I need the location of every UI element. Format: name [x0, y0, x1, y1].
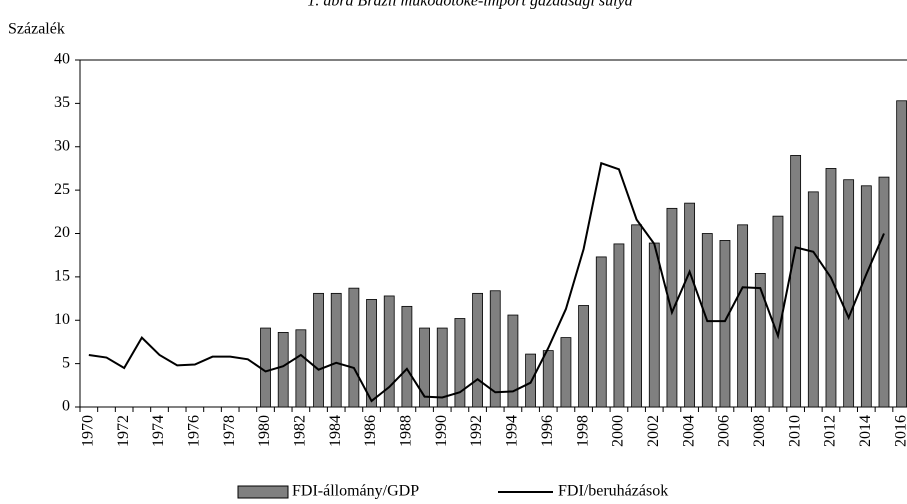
x-tick-label: 2004: [680, 415, 697, 447]
bar: [754, 273, 766, 408]
bar: [719, 240, 731, 408]
x-tick-label: 1978: [221, 415, 238, 447]
bar: [843, 179, 855, 408]
x-tick-label: 2014: [857, 415, 874, 447]
x-tick-label: 1998: [574, 415, 591, 447]
bar: [436, 327, 448, 408]
x-tick-label: 1982: [292, 415, 309, 447]
bar: [684, 202, 696, 408]
y-tick-label: 30: [54, 137, 70, 154]
chart-title: 1. ábra Brazil működőtőke-import gazdasá…: [307, 0, 632, 10]
x-tick-label: 1988: [398, 415, 415, 447]
x-tick-label: 1994: [504, 415, 521, 447]
line: [88, 161, 885, 403]
x-tick-label: 1970: [80, 415, 97, 447]
x-tick-label: 1992: [468, 415, 485, 447]
bar: [790, 155, 802, 408]
bar: [860, 185, 872, 408]
bar: [489, 290, 501, 408]
bar: [896, 100, 907, 408]
y-axis-label: Százalék: [8, 21, 65, 38]
bar: [560, 337, 572, 408]
bar: [348, 287, 360, 408]
x-tick-label: 2008: [751, 415, 768, 447]
y-tick-label: 10: [54, 311, 70, 328]
bar: [578, 305, 589, 408]
bar: [260, 327, 271, 408]
x-tick-label: 1984: [327, 415, 344, 447]
x-tick-label: 2010: [786, 415, 803, 447]
x-tick-label: 2016: [892, 415, 907, 447]
x-tick-label: 1986: [362, 415, 379, 447]
y-tick-label: 35: [54, 94, 70, 111]
y-tick-label: 25: [54, 181, 70, 198]
bar: [648, 242, 660, 408]
y-tick-label: 0: [62, 398, 70, 415]
bar: [807, 191, 819, 408]
bar: [313, 292, 324, 408]
bar: [507, 314, 519, 408]
bar: [330, 292, 342, 408]
bar: [383, 295, 395, 408]
y-tick-label: 5: [62, 354, 70, 371]
y-tick-label: 15: [54, 268, 70, 285]
bar: [401, 305, 413, 408]
y-tick-label: 20: [54, 224, 70, 241]
bar: [595, 256, 607, 408]
bar: [666, 207, 678, 408]
x-tick-label: 1980: [256, 415, 273, 447]
x-tick-label: 1972: [115, 415, 132, 447]
bar: [454, 318, 466, 408]
legend-label: FDI-állomány/GDP: [292, 483, 419, 500]
legend-swatch: [237, 485, 289, 499]
bar: [772, 215, 784, 408]
bar: [472, 292, 483, 408]
x-tick-label: 2002: [645, 415, 662, 447]
x-tick-label: 1976: [186, 415, 203, 447]
bar: [542, 350, 554, 408]
bar: [631, 224, 643, 408]
bar: [737, 224, 749, 408]
bar: [277, 331, 289, 408]
x-tick-label: 2006: [716, 415, 733, 447]
bar: [366, 299, 377, 408]
bar: [613, 243, 625, 408]
x-tick-label: 1974: [150, 415, 167, 447]
x-tick-label: 1990: [433, 415, 450, 447]
legend-label: FDI/beruházások: [558, 483, 668, 500]
x-tick-label: 1996: [539, 415, 556, 447]
x-tick-label: 2000: [610, 415, 627, 447]
bar: [295, 329, 307, 408]
x-tick-label: 2012: [822, 415, 839, 447]
bar: [878, 176, 890, 408]
bar: [419, 327, 430, 408]
y-tick-label: 40: [54, 51, 70, 68]
